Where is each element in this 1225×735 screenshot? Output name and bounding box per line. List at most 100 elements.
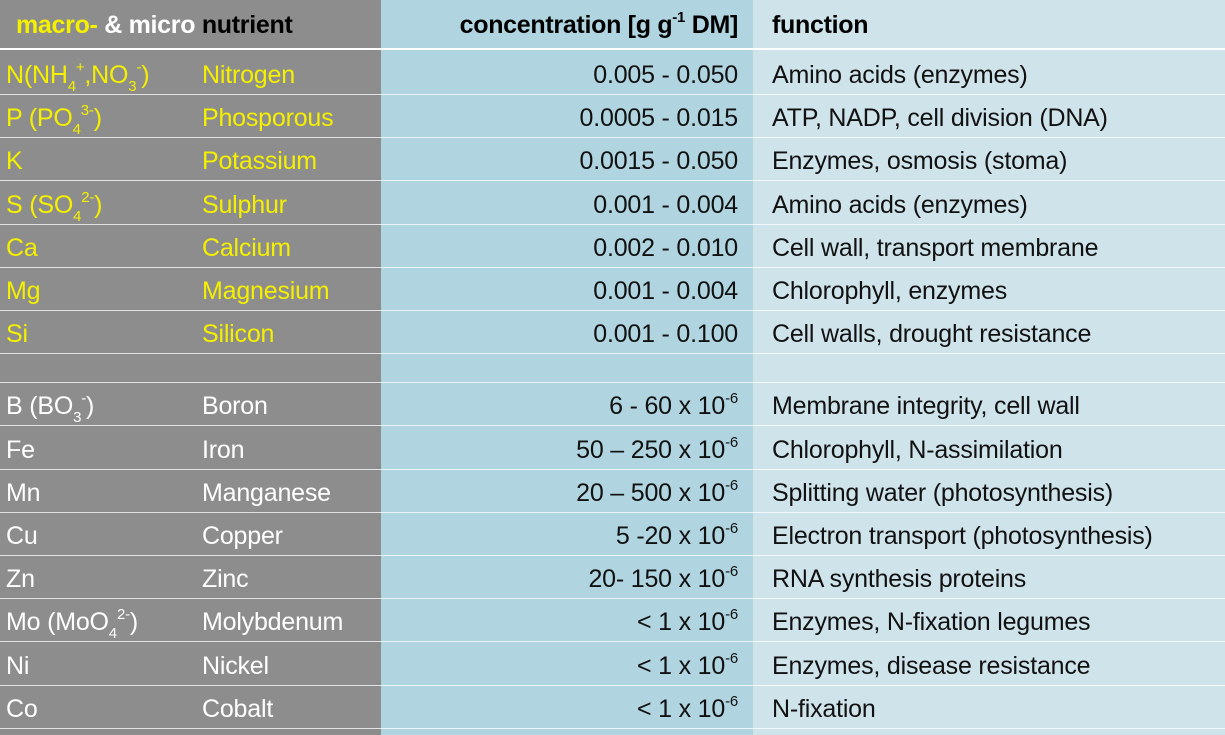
nutrient-name: Manganese [202,479,331,507]
concentration-value: < 1 x 10-6 [381,686,738,728]
nutrient-function: Enzymes, disease resistance [772,652,1091,680]
symbol-charge: 2- [81,188,95,206]
concentration-exponent: -6 [725,519,738,537]
symbol-subscript: 4 [67,78,76,95]
nutrient-symbol: Ca [6,234,38,262]
symbol-subscript: 4 [72,121,81,138]
concentration-range: 0.002 - 0.010 [593,234,738,262]
concentration-value: 0.001 - 0.004 [381,268,738,310]
symbol-subscript: 4 [73,208,82,225]
nutrient-function: Splitting water (photosynthesis) [772,479,1113,507]
concentration-value: 5 -20 x 10-6 [381,513,738,555]
concentration-range: 0.001 - 0.004 [593,277,738,305]
concentration-value: 0.001 - 0.100 [381,311,738,353]
concentration-exponent: -6 [725,433,738,451]
header-nutrient-label: nutrient [195,11,293,39]
nutrient-name: Sulphur [202,191,287,219]
concentration-range: 6 - 60 x 10 [609,392,726,420]
header-macro-label: macro- [16,11,98,39]
nutrient-function: Enzymes, N-fixation legumes [772,608,1091,636]
concentration-exponent: -6 [725,389,738,407]
nutrient-name: Silicon [202,320,275,348]
table-row-magnesium: Mg Magnesium 0.001 - 0.004 Chlorophyll, enz… [0,268,1225,311]
nutrient-column-background [0,0,381,735]
table-row-molybdenum: Mo (MoO4 2-) Molybdenum < 1 x 10-6 Enzymes, … [0,599,1225,642]
concentration-value: 0.0015 - 0.050 [381,138,739,180]
concentration-range: < 1 x 10 [637,695,726,723]
concentration-column-background [381,0,753,735]
nutrient-symbol: S (SO4 2-) [6,182,103,225]
symbol-subscript: 3 [73,409,82,426]
nutrient-name: Boron [202,392,268,420]
concentration-range: 0.005 - 0.050 [593,61,738,89]
concentration-value: 20 – 500 x 10-6 [381,470,738,512]
symbol-subscript: 3 [128,78,137,95]
nutrient-function: RNA synthesis proteins [772,565,1027,593]
concentration-range: 0.001 - 0.100 [593,320,738,348]
concentration-value: 0.005 - 0.050 [381,52,738,94]
concentration-exponent: -6 [725,605,738,623]
nutrient-function: Cell wall, transport membrane [772,234,1099,262]
header-concentration-exponent: -1 [672,8,686,26]
concentration-exponent: -6 [725,562,738,580]
nutrient-function: Amino acids (enzymes) [772,191,1028,219]
table-row-copper: Cu Copper 5 -20 x 10-6 Electron transport (… [0,513,1225,556]
concentration-value: 0.001 - 0.004 [381,182,738,224]
concentration-range: 20 – 500 x 10 [576,479,726,507]
table-row-potassium: K Potassium 0.0015 - 0.050 Enzymes, osmosis… [0,138,1225,181]
symbol-charge: - [136,58,142,76]
nutrient-function: Enzymes, osmosis (stoma) [772,147,1068,175]
concentration-range: < 1 x 10 [637,608,726,636]
table-row-zinc: Zn Zinc 20- 150 x 10-6 RNA synthesis protei… [0,556,1225,599]
symbol-text: B (BO [6,392,74,420]
concentration-range: 5 -20 x 10 [615,522,726,550]
header-concentration-unit: DM] [685,11,739,39]
nutrient-name: Calcium [202,234,291,262]
nutrient-name: Potassium [202,147,317,175]
nutrient-name: Phosporous [202,104,334,132]
header-concentration-label: concentration [g g [459,11,673,39]
nutrient-symbol: Si [6,320,28,348]
nutrient-symbol: Cu [6,522,38,550]
concentration-range: < 1 x 10 [637,652,726,680]
concentration-range: 0.001 - 0.004 [593,191,738,219]
nutrient-symbol: Zn [6,565,35,593]
nutrient-symbol: Fe [6,436,35,464]
symbol-text: Mo (MoO [6,608,109,636]
concentration-value: 20- 150 x 10-6 [381,556,738,598]
concentration-value: 50 – 250 x 10-6 [381,427,738,469]
symbol-charge: 2- [116,605,130,623]
concentration-exponent: -6 [725,692,738,710]
symbol-text: ,NO [84,61,129,89]
nutrient-function: Membrane integrity, cell wall [772,392,1080,420]
symbol-text: P (PO [6,104,73,132]
nutrient-name: Iron [202,436,245,464]
nutrient-name: Zinc [202,565,249,593]
concentration-range: 0.0005 - 0.015 [579,104,739,132]
symbol-text: ) [86,392,95,420]
table-row-cobalt: Co Cobalt < 1 x 10-6 N-fixation [0,686,1225,729]
nutrient-function: Cell walls, drought resistance [772,320,1092,348]
nutrient-symbol: Mo (MoO4 2-) [6,599,138,641]
header-concentration: concentration [g g-1 DM] [381,0,739,48]
nutrient-symbol: B (BO3 -) [6,383,94,425]
nutrient-symbol: Mn [6,479,41,507]
nutrient-symbol: Ni [6,652,30,680]
symbol-text: ) [129,608,139,636]
nutrient-function: Amino acids (enzymes) [772,61,1028,89]
nutrient-symbol: Mg [6,277,41,305]
concentration-range: 20- 150 x 10 [588,565,726,593]
nutrient-function: Electron transport (photosynthesis) [772,522,1153,550]
concentration-value: 0.002 - 0.010 [381,225,738,267]
symbol-charge: + [75,58,85,76]
nutrient-name: Cobalt [202,695,274,723]
nutrient-name: Nickel [202,652,269,680]
table-row-nickel: Ni Nickel < 1 x 10-6 Enzymes, disease resis… [0,643,1225,686]
symbol-charge: 3- [80,101,94,119]
nutrient-function: N-fixation [772,695,876,723]
symbol-subscript: 4 [108,625,117,642]
nutrient-function: ATP, NADP, cell division (DNA) [772,104,1108,132]
nutrient-symbol: N(NH4 +,NO3 -) [6,52,150,95]
concentration-value: 0.0005 - 0.015 [381,95,739,137]
